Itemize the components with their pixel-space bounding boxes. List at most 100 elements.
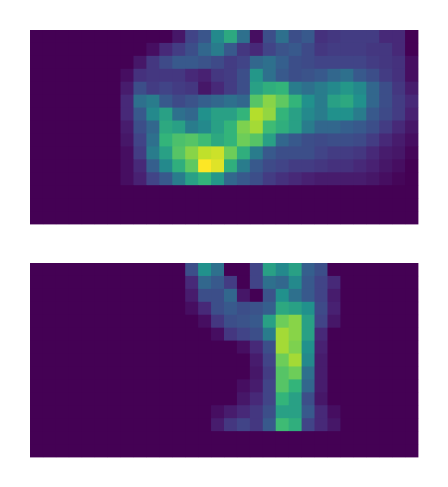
heatmap-cell <box>340 340 354 354</box>
heatmap-cell <box>107 211 121 225</box>
heatmap-cell <box>133 444 147 458</box>
heatmap-cell <box>198 405 212 419</box>
heatmap-cell <box>185 340 199 354</box>
heatmap-cell <box>301 81 315 96</box>
heatmap-cell <box>379 81 393 96</box>
heatmap-cell <box>42 275 57 290</box>
heatmap-cell <box>353 120 367 134</box>
heatmap-cell <box>211 366 225 380</box>
heatmap-cell <box>353 94 367 108</box>
heatmap-cell <box>146 211 160 225</box>
heatmap-cell <box>81 379 96 393</box>
heatmap-cell <box>301 353 315 367</box>
heatmap-cell <box>107 327 121 341</box>
heatmap-cell <box>211 263 225 277</box>
heatmap-cell <box>275 172 290 186</box>
heatmap-cell <box>133 185 147 199</box>
heatmap-cell <box>301 379 315 393</box>
heatmap-cell <box>94 314 108 329</box>
heatmap-cell <box>30 81 44 96</box>
heatmap-cell <box>379 185 393 199</box>
heatmap-cell <box>211 288 225 303</box>
heatmap-cell <box>327 211 341 225</box>
heatmap-cell <box>81 288 96 303</box>
heatmap-cell <box>288 340 302 354</box>
heatmap-cell <box>133 288 147 303</box>
heatmap-cell <box>146 68 160 83</box>
heatmap-cell <box>42 172 57 186</box>
heatmap-cell <box>185 146 199 160</box>
heatmap-cell <box>288 353 302 367</box>
heatmap-cell <box>211 146 225 160</box>
heatmap-cell <box>185 431 199 445</box>
heatmap-cell <box>42 94 57 108</box>
heatmap-cell <box>55 405 70 419</box>
heatmap-cell <box>366 133 380 147</box>
heatmap-cell <box>42 340 57 354</box>
heatmap-cell <box>42 211 57 225</box>
heatmap-cell <box>379 107 393 121</box>
heatmap-cell <box>366 146 380 160</box>
heatmap-cell <box>262 366 277 380</box>
heatmap-cell <box>55 198 70 212</box>
heatmap-cell <box>30 366 44 380</box>
heatmap-cell <box>366 198 380 212</box>
heatmap-cell <box>314 81 328 96</box>
heatmap-cell <box>314 94 328 108</box>
heatmap-cell <box>185 379 199 393</box>
heatmap-cell <box>405 120 419 134</box>
heatmap-cell <box>120 379 134 393</box>
heatmap-cell <box>392 146 406 160</box>
heatmap-cell <box>236 263 251 277</box>
heatmap-cell <box>146 314 160 329</box>
heatmap-cell <box>366 30 380 44</box>
heatmap-cell <box>340 120 354 134</box>
heatmap-cell <box>327 146 341 160</box>
heatmap-cell <box>314 340 328 354</box>
heatmap-cell <box>236 353 251 367</box>
heatmap-cell <box>301 314 315 329</box>
heatmap-cell <box>81 366 96 380</box>
heatmap-cell <box>405 314 419 329</box>
heatmap-cell <box>353 327 367 341</box>
heatmap-cell <box>107 418 121 432</box>
heatmap-cell <box>81 418 96 432</box>
heatmap-cell <box>288 314 302 329</box>
heatmap-cell <box>224 431 238 445</box>
heatmap-cell <box>392 120 406 134</box>
heatmap-cell <box>42 198 57 212</box>
heatmap-cell <box>379 314 393 329</box>
heatmap-cell <box>55 120 70 134</box>
heatmap-cell <box>42 444 57 458</box>
heatmap-cell <box>94 340 108 354</box>
heatmap-cell <box>405 392 419 406</box>
heatmap-cell <box>81 198 96 212</box>
heatmap-cell <box>172 159 186 173</box>
heatmap-cell <box>262 146 277 160</box>
heatmap-cell <box>172 275 186 290</box>
heatmap-cell <box>185 81 199 96</box>
heatmap-cell <box>353 159 367 173</box>
heatmap-cell <box>211 405 225 419</box>
heatmap-cell <box>236 185 251 199</box>
heatmap-cell <box>55 392 70 406</box>
heatmap-cell <box>379 146 393 160</box>
heatmap-cell <box>30 301 44 316</box>
heatmap-cell <box>133 314 147 329</box>
heatmap-cell <box>120 68 134 83</box>
heatmap-cell <box>68 392 83 406</box>
heatmap-cell <box>236 327 251 341</box>
heatmap-cell <box>30 275 44 290</box>
heatmap-cell <box>30 288 44 303</box>
heatmap-cell <box>314 107 328 121</box>
heatmap-cell <box>185 68 199 83</box>
heatmap-cell <box>249 185 264 199</box>
heatmap-cell <box>224 107 238 121</box>
heatmap-cell <box>120 314 134 329</box>
heatmap-cell <box>107 444 121 458</box>
heatmap-cell <box>120 405 134 419</box>
heatmap-cell <box>301 211 315 225</box>
heatmap-cell <box>327 120 341 134</box>
heatmap-cell <box>211 431 225 445</box>
heatmap-cell <box>327 107 341 121</box>
